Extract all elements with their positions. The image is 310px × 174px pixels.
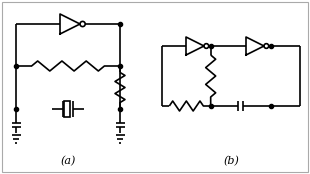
Bar (64, 101, 70, 117)
Text: (a): (a) (60, 156, 76, 166)
Text: (b): (b) (223, 156, 239, 166)
